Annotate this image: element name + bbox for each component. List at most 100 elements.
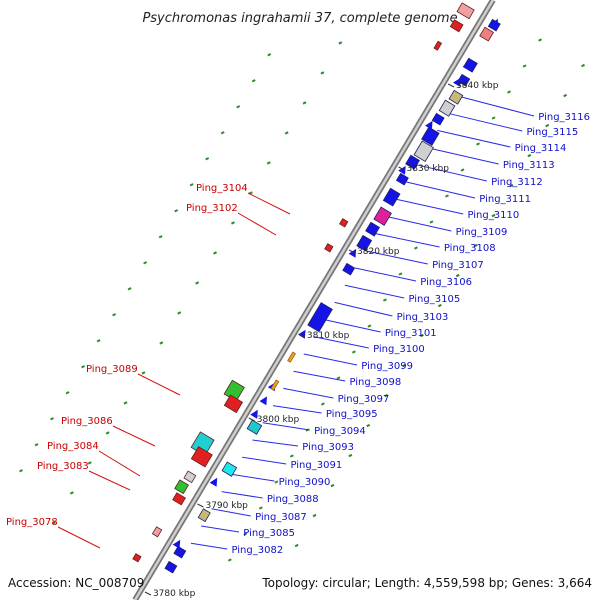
- gene-label-forward: Ping_3085: [243, 528, 295, 539]
- feature-dot: [366, 423, 371, 428]
- gene-arrow-forward: [452, 77, 461, 87]
- gene-rna: [270, 379, 280, 391]
- gene-forward: [438, 99, 456, 117]
- gene-reverse: [174, 479, 189, 495]
- leader-forward: [283, 387, 334, 399]
- gene-label-forward: Ping_3101: [385, 328, 437, 339]
- tick-label: 3830 kbp: [407, 164, 450, 174]
- feature-dot: [243, 532, 248, 536]
- tick-mark: [398, 166, 405, 171]
- leader-forward: [272, 405, 322, 414]
- feature-dot: [460, 168, 465, 172]
- feature-dot: [96, 339, 101, 343]
- leader-forward: [396, 198, 464, 215]
- gene-label-reverse: Ping_3102: [186, 203, 238, 214]
- gene-label-forward: Ping_3095: [326, 409, 378, 420]
- feature-dot: [127, 287, 132, 291]
- gene-forward: [173, 545, 187, 559]
- feature-dot: [522, 64, 527, 68]
- leader-reverse: [137, 373, 181, 396]
- feature-dot: [19, 469, 23, 473]
- feature-dot: [105, 431, 110, 435]
- gene-rna: [287, 351, 296, 363]
- feature-dot: [563, 93, 568, 98]
- gene-forward: [221, 461, 238, 477]
- leader-forward: [262, 422, 310, 431]
- feature-dot: [189, 183, 194, 187]
- gene-reverse: [172, 492, 186, 506]
- tick-label: 3820 kbp: [357, 247, 400, 257]
- leader-forward: [437, 129, 511, 148]
- feature-dot: [266, 161, 271, 165]
- tick-label: 3810 kbp: [307, 331, 350, 341]
- leader-forward: [457, 95, 535, 117]
- gene-label-forward: Ping_3088: [267, 494, 319, 505]
- gene-forward: [246, 419, 263, 435]
- leader-forward: [313, 336, 369, 349]
- feature-dot: [159, 341, 164, 345]
- feature-dot: [419, 333, 424, 338]
- tick-label: 3840 kbp: [456, 81, 499, 91]
- gene-label-forward: Ping_3082: [231, 545, 283, 556]
- tick-mark: [144, 591, 152, 596]
- feature-dot: [51, 521, 56, 525]
- leader-forward: [426, 147, 499, 165]
- feature-dot: [507, 90, 511, 94]
- feature-dot: [330, 483, 335, 488]
- gene-labels: Ping_3116 Ping_3115 Ping_3114 Ping_3113 Ping…: [6, 112, 590, 556]
- gene-forward: [356, 234, 373, 252]
- feature-dot: [274, 480, 279, 484]
- feature-dot: [320, 402, 325, 406]
- feature-dot: [143, 261, 148, 265]
- gene-forward: [307, 302, 333, 333]
- tick-mark: [197, 503, 204, 508]
- gene-arrow-forward: [259, 396, 268, 406]
- leader-forward: [293, 370, 346, 382]
- gene-arrow-forward: [398, 165, 406, 175]
- gene-forward: [448, 89, 464, 105]
- tick-mark: [447, 83, 455, 88]
- gene-arrow-forward: [462, 61, 471, 71]
- feature-dot: [338, 41, 343, 45]
- feature-dot: [158, 235, 163, 239]
- feature-dot: [258, 506, 263, 510]
- gene-label-forward: Ping_3090: [279, 477, 331, 488]
- gene-label-reverse: Ping_3083: [37, 461, 89, 472]
- feature-dot: [141, 371, 146, 375]
- gene-reverse: [183, 470, 197, 484]
- gene-arrow-forward: [348, 248, 357, 258]
- gene-reverse: [339, 218, 349, 228]
- leader-forward: [365, 250, 428, 265]
- leader-forward: [242, 456, 287, 465]
- gene-forward: [382, 187, 401, 207]
- feature-dot: [267, 53, 272, 57]
- gene-label-forward: Ping_3103: [397, 312, 449, 323]
- gene-forward: [365, 221, 380, 237]
- gene-label-forward: Ping_3111: [479, 194, 531, 205]
- feature-dot: [538, 38, 543, 42]
- feature-dot: [398, 272, 403, 276]
- leader-reverse: [88, 470, 131, 491]
- leader-forward: [201, 525, 240, 533]
- label-leader-lines: [57, 95, 535, 550]
- leader-forward: [447, 112, 523, 132]
- gene-label-reverse: Ping_3089: [86, 364, 138, 375]
- leader-forward: [221, 491, 263, 499]
- gene-forward: [405, 154, 420, 170]
- gene-forward: [421, 126, 440, 146]
- gene-label-reverse: Ping_3084: [47, 441, 99, 452]
- feature-dot: [491, 116, 496, 120]
- feature-dot: [509, 183, 514, 188]
- leader-forward: [406, 181, 476, 199]
- gene-reverse: [449, 19, 464, 33]
- leader-reverse: [98, 450, 141, 477]
- gene-label-forward: Ping_3113: [503, 160, 555, 171]
- gene-reverse: [324, 243, 334, 253]
- feature-dot: [527, 153, 532, 158]
- gene-reverse: [433, 40, 443, 51]
- gene-label-forward: Ping_3097: [338, 394, 390, 405]
- feature-dot: [302, 101, 307, 105]
- leader-reverse: [57, 526, 101, 549]
- gene-label-forward: Ping_3106: [420, 277, 472, 288]
- feature-dot: [336, 376, 341, 380]
